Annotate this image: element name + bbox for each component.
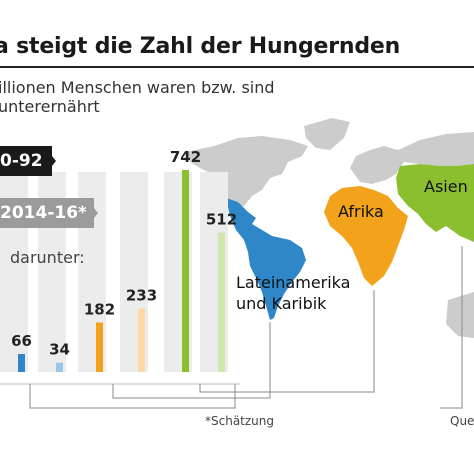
connector-latin	[29, 384, 236, 409]
map-africa	[324, 186, 408, 286]
map-russia	[398, 132, 474, 166]
bar-value-label: 34	[49, 341, 70, 359]
bar-period2-1	[138, 308, 145, 372]
region-label-asia: Asien	[424, 177, 468, 196]
chart-title: a steigt die Zahl der Hungernden	[0, 34, 401, 59]
bar-value-label: 182	[84, 300, 115, 318]
connector-asia	[440, 246, 463, 409]
map-australia	[446, 292, 474, 338]
bar-value-label: 742	[170, 148, 201, 166]
period2-badge-arrow	[86, 198, 98, 228]
world-map	[186, 118, 474, 338]
period1-badge-arrow	[44, 146, 56, 176]
map-north-america	[186, 136, 308, 208]
region-shapes	[226, 164, 474, 320]
period1-label: 0-92	[0, 151, 43, 171]
subset-label: darunter:	[10, 248, 85, 267]
bar-period2-0	[56, 362, 63, 372]
bar-value-label: 66	[11, 332, 32, 350]
bar-period1-1	[96, 322, 103, 372]
connector-latin-map	[112, 322, 271, 399]
bar-period2-2	[218, 232, 225, 372]
connector-lines	[29, 246, 463, 409]
connector-africa	[199, 290, 375, 393]
source-note: Que	[450, 414, 474, 428]
title-rule	[0, 66, 474, 68]
bar-period1-0	[18, 354, 25, 372]
subtitle-line-2: unterernährt	[0, 97, 100, 116]
region-label-latin: Lateinamerika und Karibik	[236, 273, 351, 313]
bar-value-label: 233	[126, 287, 157, 305]
region-label-africa: Afrika	[338, 202, 384, 221]
bar-value-label: 512	[206, 211, 237, 229]
bar-period1-2	[182, 170, 189, 372]
estimate-note: *Schätzung	[205, 414, 275, 428]
period2-label: 2014-16*	[0, 203, 87, 223]
map-europe	[350, 146, 404, 184]
period1-badge: 0-92	[0, 146, 52, 176]
subtitle-line-1: illionen Menschen waren bzw. sind	[0, 78, 275, 97]
map-greenland	[304, 118, 350, 150]
map-asia	[396, 164, 474, 242]
map-latin-america	[226, 198, 306, 320]
period2-badge: 2014-16*	[0, 198, 94, 228]
